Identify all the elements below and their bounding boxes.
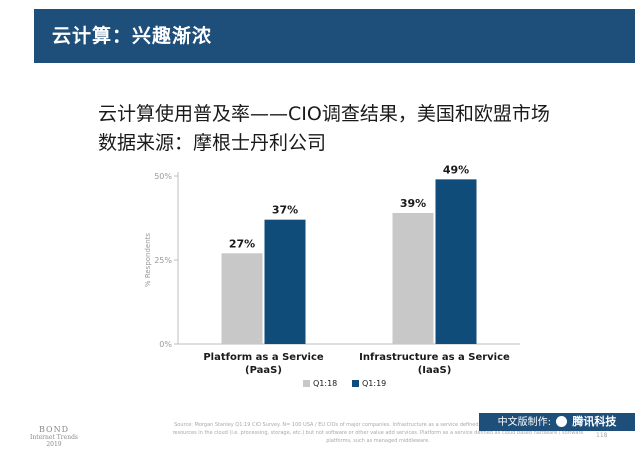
bar (221, 253, 263, 344)
bond-logo-sub: Internet Trends (29, 434, 78, 441)
data-label: 27% (229, 237, 255, 250)
credit-prefix: 中文版制作: (497, 417, 551, 428)
category-label: Infrastructure as a Service (359, 352, 510, 363)
tencent-logo-icon (556, 416, 568, 427)
legend-swatch (303, 380, 310, 387)
y-tick-label: 50% (154, 172, 172, 181)
data-label: 49% (443, 163, 469, 176)
credit-brand: 腾讯科技 (572, 415, 617, 428)
y-tick-label: 25% (154, 256, 172, 265)
source-note: Source: Morgan Stanley Q1:19 CIO Survey.… (172, 422, 584, 444)
credit-banner: 中文版制作: 腾讯科技 (479, 413, 635, 431)
page-number: 118 (596, 432, 608, 439)
bar (264, 219, 306, 344)
data-label: 39% (400, 197, 426, 210)
bar (435, 179, 477, 344)
category-label: (IaaS) (418, 365, 452, 376)
bond-logo-year: 2019 (46, 441, 62, 448)
bond-logo: BOND Internet Trends 2019 (24, 425, 84, 448)
category-label: (PaaS) (245, 365, 282, 376)
legend-label: Q1:19 (362, 379, 386, 388)
chart-subtitle: 云计算使用普及率——CIO调查结果，美国和欧盟市场 (98, 103, 550, 125)
slide-title: 云计算：兴趣渐浓 (52, 25, 213, 47)
bar (392, 212, 434, 344)
chart-source-line: 数据来源：摩根士丹利公司 (98, 132, 327, 154)
bond-logo-text: BOND (39, 425, 69, 434)
slide-header: 云计算：兴趣渐浓 (34, 9, 635, 63)
category-label: Platform as a Service (203, 352, 324, 363)
y-axis-label: % Respondents (144, 233, 152, 287)
legend-swatch (352, 380, 359, 387)
y-tick-label: 0% (159, 340, 172, 349)
data-label: 37% (272, 204, 298, 217)
legend-label: Q1:18 (313, 379, 337, 388)
